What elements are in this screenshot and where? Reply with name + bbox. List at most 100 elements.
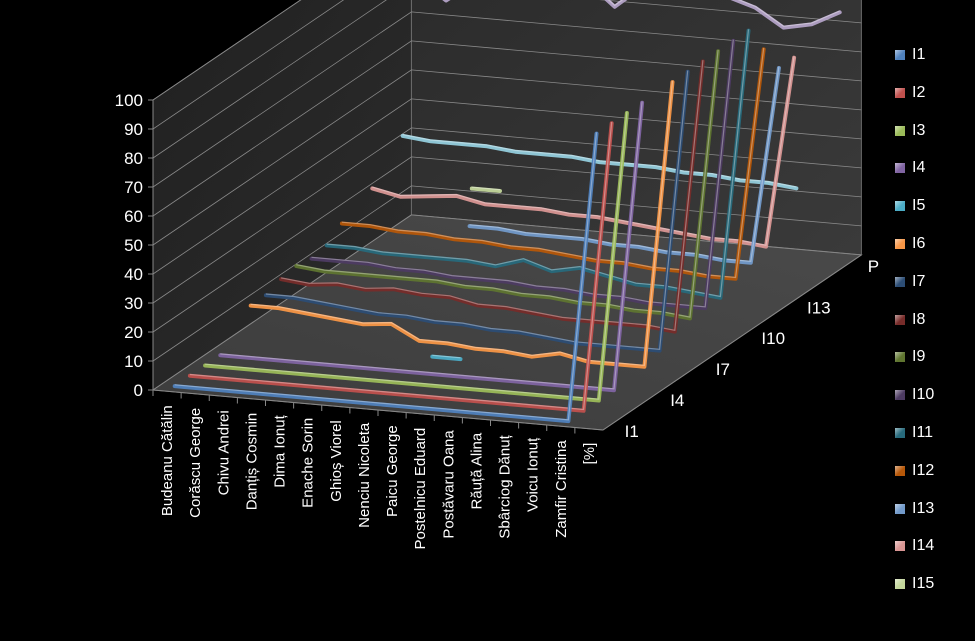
gridline <box>152 127 862 304</box>
x-axis: Budeanu Cătălin Corăscu George Chivu Andre… <box>152 389 604 550</box>
series-highlight <box>296 49 719 318</box>
series-line-i13 <box>467 66 781 265</box>
series-highlight <box>402 134 797 188</box>
legend-item-i3: I3 <box>895 120 925 142</box>
legend-swatch <box>895 239 905 249</box>
legend-label: I10 <box>912 386 935 404</box>
x-tick-label: Postelnicu Eduard <box>412 428 429 550</box>
x-tick-label: Budeanu Cătălin <box>159 405 176 516</box>
x-tick-label: Răuță Alina <box>468 432 485 509</box>
series-line-i15 <box>469 186 502 193</box>
x-tick-label: Corăscu George <box>187 408 204 518</box>
legend-item-i4: I4 <box>895 157 925 179</box>
legend-item-i5: I5 <box>895 195 925 217</box>
series-highlight <box>189 121 613 411</box>
legend-item-i11: I11 <box>895 422 933 444</box>
legend-item-i9: I9 <box>895 346 925 368</box>
series-highlight <box>280 60 704 332</box>
x-tick-label: Enache Sorin <box>300 418 317 508</box>
legend-swatch <box>895 541 905 552</box>
legend-label: I5 <box>912 197 926 215</box>
series-line-p <box>442 0 842 30</box>
legend-swatch <box>895 352 905 363</box>
x-tick-label: Voicu Ionuț <box>525 437 542 512</box>
legend-swatch <box>895 428 905 438</box>
y-tick-label: 70 <box>124 178 143 197</box>
series-line-avg <box>400 133 799 191</box>
legend-swatch <box>895 87 905 98</box>
legend-swatch <box>895 201 905 212</box>
legend-label: I9 <box>912 348 926 366</box>
y-tick-label: 20 <box>124 323 143 342</box>
y-tick-label: 80 <box>124 149 143 168</box>
series-highlight <box>372 56 795 247</box>
legend-swatch <box>895 125 905 136</box>
legend-item-i2: I2 <box>895 82 925 104</box>
legend-label: I1 <box>912 46 926 63</box>
legend-swatch <box>895 50 905 60</box>
series-line-i3 <box>203 111 629 403</box>
chart-walls <box>151 0 863 431</box>
gridline <box>152 0 862 159</box>
legend-item-i10: I10 <box>895 384 934 406</box>
series-highlight <box>607 0 840 27</box>
depth-tick-label: I10 <box>761 329 785 348</box>
x-tick-label: Zamfir Cristina <box>553 440 570 538</box>
y-tick-label: 0 <box>134 381 143 400</box>
series-line-i1 <box>172 131 599 424</box>
back-wall <box>410 0 862 256</box>
x-tick-label: Nenciu Nicoleta <box>356 422 373 528</box>
legend-label: I14 <box>912 537 935 555</box>
series-line-i8 <box>279 59 705 334</box>
y-tick-label: 30 <box>124 294 143 313</box>
y-axis: 0 10 20 30 40 50 60 70 80 90 100 <box>115 91 154 400</box>
series-highlight <box>205 111 628 400</box>
legend-swatch <box>895 579 905 590</box>
legend-label: I2 <box>912 83 926 101</box>
depth-tick-label: I4 <box>670 391 684 410</box>
legend-item-i1: I1 <box>895 44 925 66</box>
legend-label: I6 <box>912 235 926 252</box>
legend-label: I7 <box>912 272 926 290</box>
depth-tick-label: I7 <box>716 360 730 379</box>
legend-item-i12: I12 <box>895 460 934 482</box>
legend-item-i13: I13 <box>895 498 934 520</box>
legend-label: I3 <box>912 121 926 139</box>
legend-label: I12 <box>912 461 935 479</box>
gridline <box>152 11 862 188</box>
legend-swatch <box>895 314 905 325</box>
x-tick-label: Sbârciog Dănuț <box>497 434 514 538</box>
series-line-i14 <box>370 55 797 249</box>
legend-swatch <box>895 503 905 514</box>
series-highlight <box>174 132 598 421</box>
legend-label: I8 <box>912 310 926 328</box>
y-tick-label: 40 <box>124 265 143 284</box>
y-tick-label: 100 <box>115 91 143 110</box>
series-line-i2 <box>187 121 614 413</box>
gridline <box>152 185 862 362</box>
series-highlight <box>471 186 501 191</box>
gridline <box>152 156 862 333</box>
legend-label: I11 <box>912 424 934 441</box>
x-tick-label: Ghioș Viorel <box>328 420 345 501</box>
y-tick-label: 90 <box>124 120 143 139</box>
x-tick-label: Paicu George <box>384 425 401 517</box>
legend-swatch <box>895 465 905 476</box>
series-line-i5 <box>430 354 463 362</box>
y-tick-label: 10 <box>124 352 143 371</box>
legend-item-i8: I8 <box>895 309 925 331</box>
depth-tick-label: P <box>868 257 879 276</box>
y-tick-label: 60 <box>124 207 143 226</box>
legend-item-i6: I6 <box>895 233 925 255</box>
x-tick-label: Postăvaru Oana <box>440 430 457 539</box>
depth-tick-label: I13 <box>807 298 831 317</box>
depth-tick-label: I1 <box>625 422 639 441</box>
x-tick-label: Danțiș Cosmin <box>243 413 260 511</box>
legend-label: I15 <box>912 575 935 593</box>
depth-axis: I1 I4 I7 I10 I13 P <box>602 254 879 441</box>
legend-item-i14: I14 <box>895 535 934 557</box>
series-highlight <box>432 354 461 359</box>
x-tick-label: Dima Ionuț <box>272 414 289 487</box>
x-tick-label: [%] <box>581 443 598 465</box>
